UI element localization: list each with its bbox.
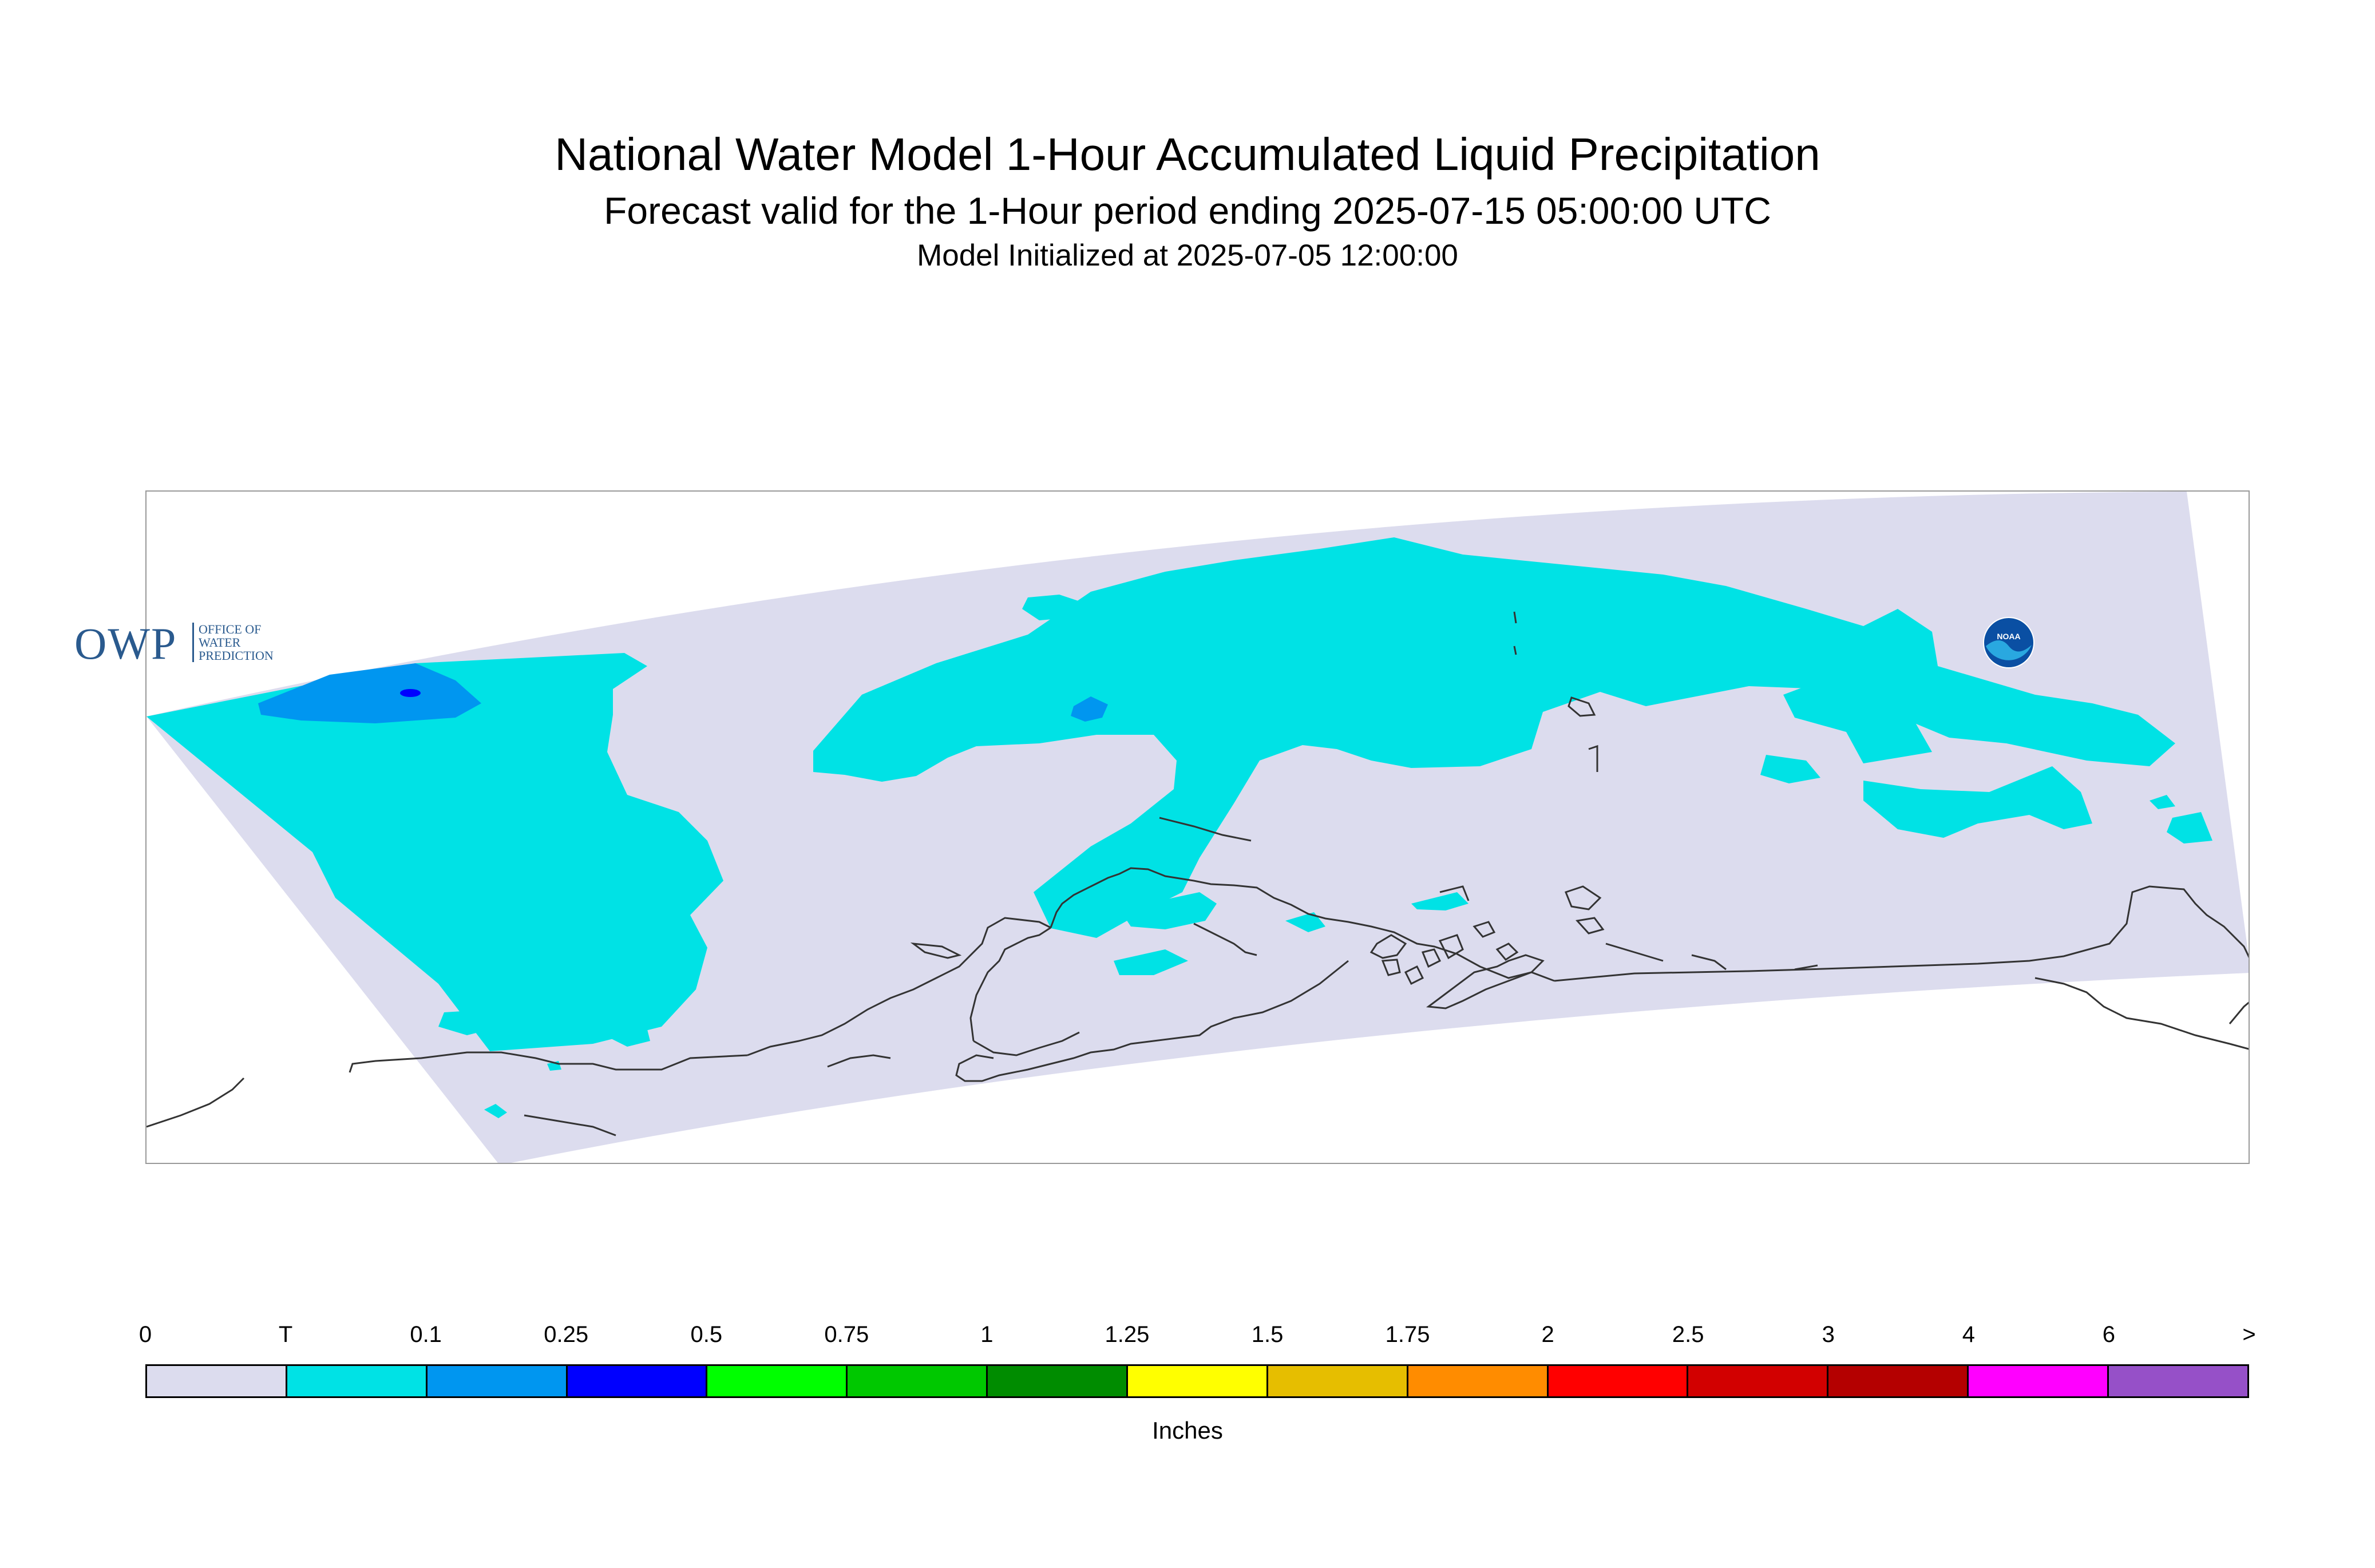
map-svg: [147, 492, 2249, 1163]
legend-swatch: [1828, 1366, 1969, 1396]
legend-tick-labels: 0 T 0.1 0.25 0.5 0.75 1 1.25 1.5 1.75 2 2.5 3 4 6 >: [0, 1322, 2375, 1356]
legend-tick-label: 1.75: [1385, 1322, 1430, 1347]
light-blue-precip-area-small: [1071, 696, 1108, 722]
init-time: Model Initialized at 2025-07-05 12:00:00: [917, 239, 1458, 272]
map-title: National Water Model 1-Hour Accumulated …: [555, 129, 1820, 180]
legend-tick-label: 0.75: [824, 1322, 869, 1347]
legend-unit-label: Inches: [1152, 1417, 1223, 1444]
legend-tick-label: 0: [138, 1322, 152, 1347]
legend-tick-label: >: [2242, 1322, 2256, 1347]
legend-tick-label: 4: [1962, 1322, 1975, 1347]
legend-swatch: [1969, 1366, 2109, 1396]
svg-text:NOAA: NOAA: [1997, 632, 2020, 641]
owp-logo-main: OWP: [74, 619, 177, 668]
owp-sub-line-3: PREDICTION: [199, 648, 274, 663]
dark-blue-precip-spot: [400, 689, 421, 697]
legend-tick-label: 3: [1822, 1322, 1835, 1347]
legend-tick-label: 2.5: [1672, 1322, 1704, 1347]
legend-swatch: [988, 1366, 1129, 1396]
owp-sub-line-1: OFFICE OF: [199, 622, 262, 636]
owp-logo-subtitle: OFFICE OF WATER PREDICTION: [192, 623, 274, 662]
legend-tick-label: T: [278, 1322, 293, 1347]
legend-colorbar: [145, 1364, 2249, 1398]
legend-swatch: [427, 1366, 568, 1396]
precip-map: [145, 490, 2250, 1164]
legend-swatch: [287, 1366, 428, 1396]
legend-swatch: [848, 1366, 988, 1396]
legend-tick-label: 1.5: [1251, 1322, 1284, 1347]
legend-swatch: [1408, 1366, 1549, 1396]
legend-tick-label: 1: [980, 1322, 993, 1347]
legend-swatch: [147, 1366, 287, 1396]
legend-tick-label: 2: [1541, 1322, 1554, 1347]
legend-tick-label: 0.1: [410, 1322, 442, 1347]
trace-precip-areas: [147, 537, 2212, 1118]
legend-swatch: [2109, 1366, 2247, 1396]
legend-swatch: [1688, 1366, 1829, 1396]
legend-swatch: [1548, 1366, 1689, 1396]
legend-tick-label: 1.25: [1105, 1322, 1150, 1347]
legend-swatch: [707, 1366, 848, 1396]
noaa-logo-icon: NOAA: [1983, 617, 2034, 668]
legend-tick-label: 0.5: [690, 1322, 723, 1347]
map-subtitle: Forecast valid for the 1-Hour period end…: [604, 189, 1771, 232]
legend-tick-label: 6: [2102, 1322, 2116, 1347]
legend-swatch: [567, 1366, 708, 1396]
legend-swatch: [1268, 1366, 1408, 1396]
light-blue-precip-area: [258, 663, 481, 723]
legend-swatch: [1128, 1366, 1268, 1396]
coastlines: [147, 611, 2249, 1137]
legend-tick-label: 0.25: [544, 1322, 589, 1347]
owp-sub-line-2: WATER: [199, 635, 241, 650]
